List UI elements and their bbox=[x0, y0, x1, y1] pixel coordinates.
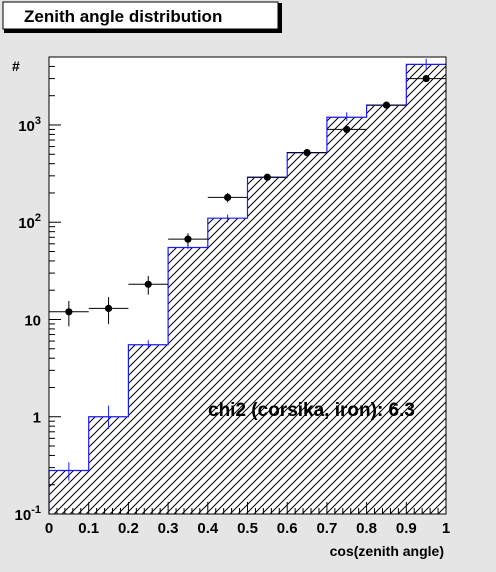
y-tick-label: 103 bbox=[18, 115, 41, 135]
x-tick-label: 0.2 bbox=[118, 520, 139, 537]
histogram-fill bbox=[49, 64, 446, 514]
x-tick-label: 0.1 bbox=[78, 520, 99, 537]
chart-title: Zenith angle distribution bbox=[24, 7, 222, 26]
data-point bbox=[343, 125, 351, 134]
data-point bbox=[65, 308, 73, 316]
x-tick-label: 0.8 bbox=[356, 520, 377, 537]
data-point bbox=[224, 193, 232, 202]
x-tick-label: 0.6 bbox=[277, 520, 298, 537]
data-point bbox=[263, 173, 271, 181]
x-tick-label: 0 bbox=[45, 520, 53, 537]
x-tick-label: 1 bbox=[442, 520, 450, 537]
data-points-layer bbox=[49, 74, 446, 327]
data-point bbox=[184, 235, 192, 243]
y-tick-label: 10 bbox=[24, 312, 41, 329]
x-axis-title: cos(zenith angle) bbox=[330, 543, 444, 559]
x-tick-label: 0.7 bbox=[316, 520, 337, 537]
chi2-annotation: chi2 (corsika, iron): 6.3 bbox=[208, 400, 415, 421]
axes-layer: 0 0.1 0.2 0.3 0.4 0.5 0.6 0.7 0.8 0.9 1 10-1 1 10 102 1… bbox=[15, 65, 450, 537]
data-point bbox=[422, 74, 430, 83]
y-tick-label: 102 bbox=[18, 212, 41, 232]
y-tick-label: 10-1 bbox=[15, 504, 41, 524]
x-tick-label: 0.5 bbox=[237, 520, 258, 537]
data-point bbox=[382, 101, 391, 109]
data-point bbox=[104, 304, 113, 313]
y-axis-title: # bbox=[12, 58, 20, 74]
x-tick-label: 0.4 bbox=[197, 520, 219, 537]
histogram-layer bbox=[48, 58, 446, 514]
y-tick-label: 1 bbox=[33, 410, 41, 427]
data-point bbox=[144, 280, 152, 288]
histogram-outline bbox=[48, 63, 446, 514]
data-point bbox=[303, 148, 311, 157]
x-tick-label: 0.3 bbox=[158, 520, 179, 537]
x-tick-label: 0.9 bbox=[396, 520, 417, 537]
title-box: Zenith angle distribution bbox=[2, 1, 282, 33]
